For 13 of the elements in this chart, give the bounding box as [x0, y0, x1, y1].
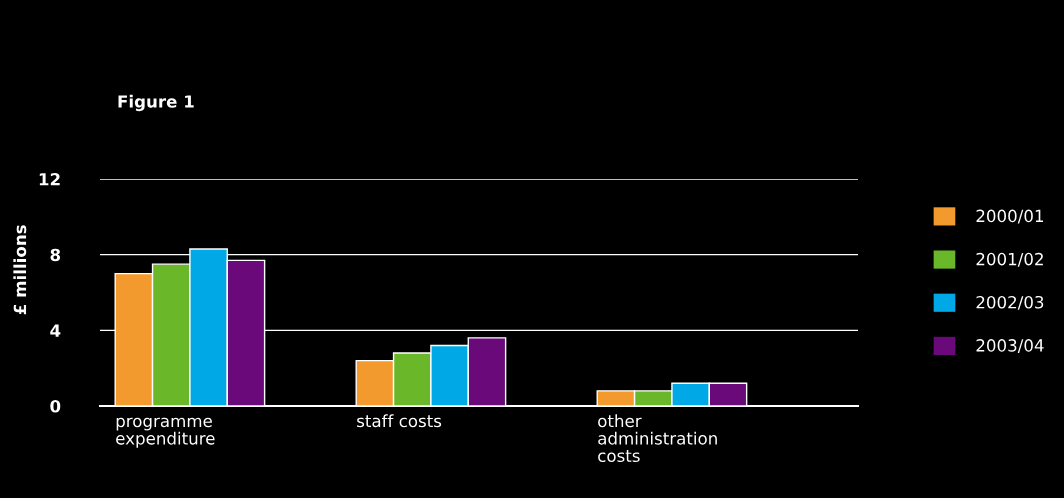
legend-label: 2003/04 [976, 339, 1044, 354]
legend-label: 2002/03 [976, 295, 1044, 310]
y-tick-label: 4 [50, 324, 61, 337]
x-tick-label: staff costs [357, 414, 442, 428]
y-tick-label: 12 [39, 172, 60, 186]
chart-title: Figure 1 [118, 94, 194, 112]
y-tick-label: 0 [50, 399, 61, 413]
x-tick-label: other administration costs [598, 414, 717, 463]
x-tick-label: programme expenditure [116, 417, 215, 448]
legend-label: 2000/01 [976, 209, 1044, 224]
y-axis-title: £ millions [13, 225, 27, 315]
y-tick-label: 8 [50, 248, 61, 262]
legend-label: 2001/02 [976, 252, 1043, 267]
